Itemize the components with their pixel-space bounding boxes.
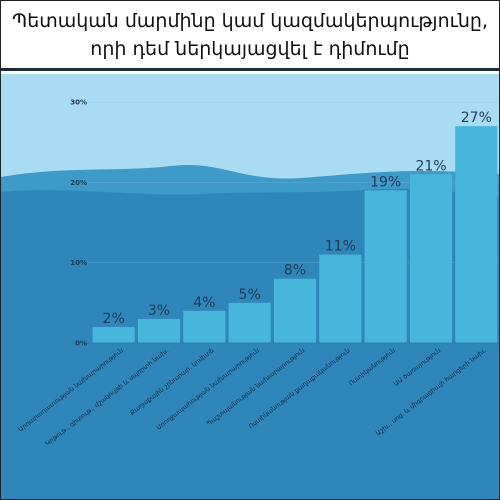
bar-value-label: 2%	[103, 311, 125, 327]
bar	[319, 254, 362, 343]
bar	[409, 174, 453, 343]
y-tick-label: 20%	[70, 179, 87, 187]
bar-value-label: 19%	[370, 174, 401, 190]
chart-title-line-1: Պետական մարմինը կամ կազմակերպությունը,	[11, 10, 489, 32]
bar-value-label: 3%	[148, 303, 170, 319]
chart-title: Պետական մարմինը կամ կազմակերպությունը, ո…	[1, 1, 499, 71]
bar	[92, 326, 135, 343]
bar-value-label: 4%	[193, 295, 215, 311]
bar	[228, 302, 271, 343]
y-tick-label: 10%	[70, 259, 87, 267]
bar	[455, 126, 498, 343]
bar	[183, 310, 226, 343]
bar-value-label: 21%	[415, 158, 446, 174]
bar-value-label: 8%	[284, 263, 306, 279]
bar-chart: 0%10%20%30%2%3%4%5%8%11%19%21%27%Արդարադ…	[1, 74, 499, 499]
bar	[364, 190, 407, 343]
bar-value-label: 5%	[239, 287, 261, 303]
bar-value-label: 11%	[325, 239, 356, 255]
bar-value-label: 27%	[461, 110, 492, 126]
chart-title-line-2: որի դեմ ներկայացվել է դիմումը	[90, 38, 410, 60]
bar	[273, 278, 317, 343]
bar	[137, 318, 181, 343]
y-tick-label: 0%	[75, 340, 87, 348]
y-tick-label: 30%	[70, 99, 87, 107]
